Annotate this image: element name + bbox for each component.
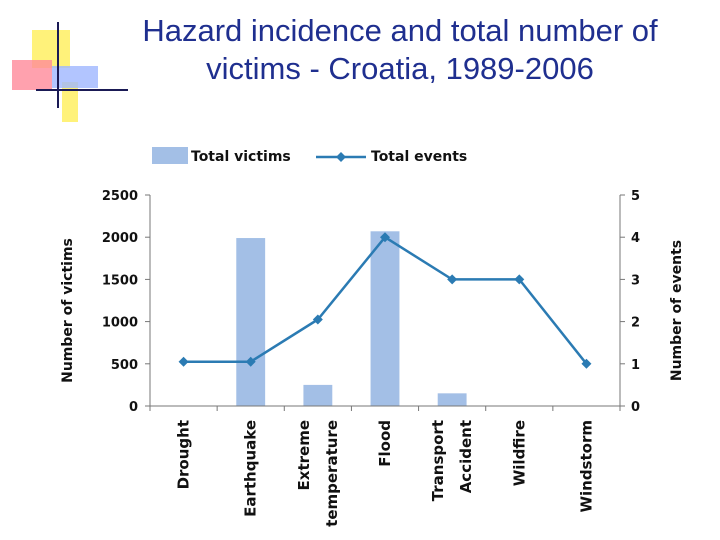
title-decoration (12, 22, 128, 122)
y2-tick-label: 1 (631, 358, 640, 373)
y2-tick-label: 4 (631, 231, 640, 246)
y-tick-label: 0 (129, 400, 138, 415)
x-category-label-line: Earthquake (242, 420, 260, 517)
y-tick-label: 1000 (102, 316, 138, 331)
x-category-label: Flood (376, 420, 394, 467)
legend-swatch-victims (152, 147, 188, 164)
bar (303, 384, 333, 406)
y2-tick-label: 5 (631, 189, 640, 204)
chart-title: Hazard incidence and total number of vic… (142, 13, 658, 86)
x-category-label-line: Accident (457, 420, 475, 493)
legend-marker-events (336, 152, 346, 162)
x-category-label: Windstorm (577, 420, 595, 513)
line-point (581, 358, 592, 369)
y2-tick-label: 0 (631, 400, 640, 415)
line-point (245, 356, 256, 367)
x-category-label-line: Flood (376, 420, 394, 467)
y2-axis-title: Number of events (669, 240, 685, 381)
line-point (514, 274, 525, 285)
y-tick-label: 500 (111, 358, 138, 373)
x-category-label-line: temperature (323, 420, 341, 527)
x-category-label: Drought (175, 420, 193, 489)
x-category-label: Wildfire (510, 420, 528, 486)
line-point (447, 274, 458, 285)
x-category-label-line: Wildfire (510, 420, 528, 486)
y2-tick-label: 3 (631, 273, 640, 288)
x-category-label: Transport Accident (429, 420, 475, 501)
x-category-label-line: Windstorm (577, 420, 595, 513)
y2-tick-label: 2 (631, 316, 640, 331)
x-category-label-line: Extreme (295, 420, 313, 490)
line-point (312, 314, 323, 325)
x-category-label: Extreme temperature (295, 420, 341, 527)
x-category-label-line: Transport (429, 420, 447, 501)
legend-label-victims: Total victims (191, 149, 291, 165)
y-tick-label: 1500 (102, 273, 138, 288)
y-tick-label: 2500 (102, 189, 138, 204)
bar (370, 231, 400, 406)
y-axis-title: Number of victims (60, 238, 76, 383)
x-category-label: Earthquake (242, 420, 260, 517)
line-point (380, 232, 390, 243)
legend-label-events: Total events (371, 149, 467, 165)
line-point (178, 356, 189, 367)
bar (437, 393, 467, 406)
x-category-label-line: Drought (175, 420, 193, 489)
y-tick-label: 2000 (102, 231, 138, 246)
bar (236, 238, 266, 406)
